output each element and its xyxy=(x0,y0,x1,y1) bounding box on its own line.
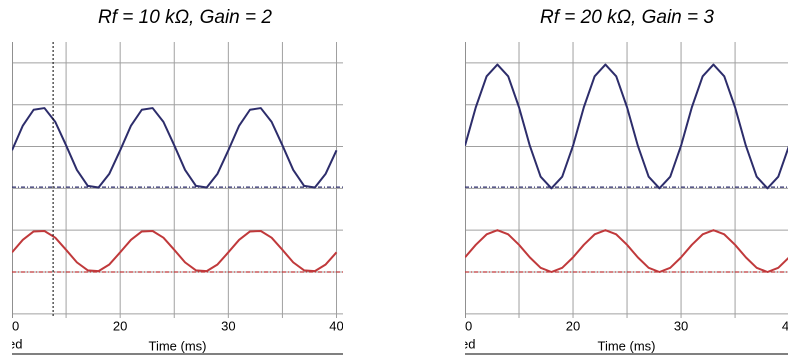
signal-line xyxy=(12,107,338,189)
signal-line xyxy=(12,230,338,273)
corner-label: ed xyxy=(8,336,22,351)
x-tick-label: 30 xyxy=(221,318,235,333)
x-axis-label: Time (ms) xyxy=(148,338,206,353)
panel: 10 20 30 40 Time (ms) ed xyxy=(5,42,343,355)
signal-line xyxy=(465,63,788,190)
x-tick-label: 40 xyxy=(329,318,343,333)
corner-label: ed xyxy=(461,336,475,351)
signal-line xyxy=(465,229,788,273)
x-tick-label: 40 xyxy=(782,318,788,333)
panel: 10 20 30 40 Time (ms) ed xyxy=(458,42,788,355)
chart-title: Rf = 20 kΩ, Gain = 3 xyxy=(540,7,714,28)
x-tick-label: 20 xyxy=(113,318,127,333)
x-axis-label: Time (ms) xyxy=(597,338,655,353)
x-tick-label: 10 xyxy=(458,318,472,333)
x-tick-label: 30 xyxy=(674,318,688,333)
x-tick-label: 20 xyxy=(566,318,580,333)
x-tick-label: 10 xyxy=(5,318,19,333)
chart-title: Rf = 10 kΩ, Gain = 2 xyxy=(98,7,272,28)
